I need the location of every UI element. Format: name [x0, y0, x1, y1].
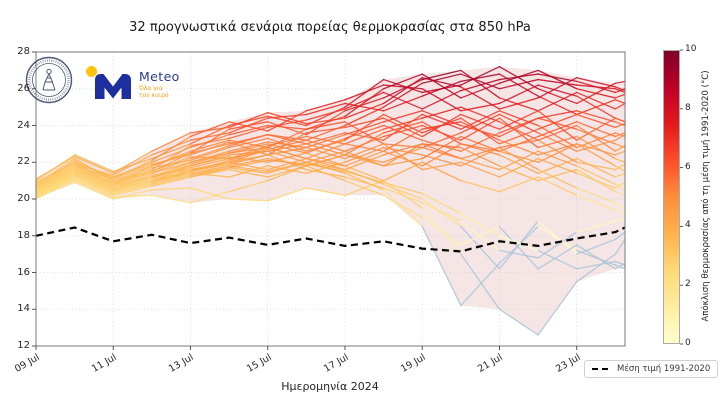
x-tick-label: 23 Jul — [553, 352, 583, 375]
y-tick-label: 22 — [17, 156, 30, 168]
y-tick-label: 28 — [17, 46, 30, 57]
y-tick-label: 18 — [17, 229, 30, 241]
x-tick-label: 11 Jul — [90, 352, 119, 375]
meteo-logo-m — [95, 74, 131, 99]
colorbar-tick-label: 8 — [685, 102, 691, 113]
meteo-logo-name: Meteo — [139, 69, 180, 84]
colorbar-axis-label: Απόκλιση θερμοκρασίας από τη μέση τιμή 1… — [701, 70, 711, 322]
colorbar-tick-label: 4 — [685, 220, 691, 231]
x-tick-label: 13 Jul — [167, 352, 196, 375]
colorbar-tick-label: 6 — [685, 161, 691, 172]
y-tick-label: 12 — [17, 340, 30, 351]
legend: Μέση τιμή 1991-2020 — [584, 360, 719, 378]
meteo-logo-tagline: Όλα για τον καιρό — [139, 85, 169, 99]
y-tick-label: 24 — [17, 119, 30, 131]
x-tick-label: 09 Jul — [12, 352, 42, 375]
meteo-logo: Meteo Όλα για τον καιρό — [85, 60, 195, 106]
y-tick-label: 16 — [17, 266, 30, 278]
legend-label: Μέση τιμή 1991-2020 — [617, 364, 711, 374]
colorbar-tick-label: 2 — [685, 279, 691, 290]
x-tick-label: 21 Jul — [476, 352, 505, 375]
y-tick-label: 20 — [17, 193, 30, 204]
observatory-seal-logo — [25, 56, 73, 104]
y-tick-label: 26 — [17, 82, 30, 94]
colorbar — [663, 50, 680, 344]
legend-dashed-line-swatch — [592, 368, 612, 370]
x-axis-label: Ημερομηνία 2024 — [281, 380, 379, 393]
colorbar-tick-label: 10 — [685, 44, 697, 54]
chart-title: 32 προγνωστικά σενάρια πορείας θερμοκρασ… — [129, 20, 531, 35]
logos: Meteo Όλα για τον καιρό — [25, 54, 195, 106]
meteo-tagline-line2: τον καιρό — [139, 92, 169, 99]
meteo-logo-dot — [86, 66, 97, 77]
y-tick-label: 14 — [17, 303, 30, 315]
meteo-tagline-line1: Όλα για — [139, 85, 163, 92]
colorbar-tick-label: 0 — [685, 338, 691, 348]
